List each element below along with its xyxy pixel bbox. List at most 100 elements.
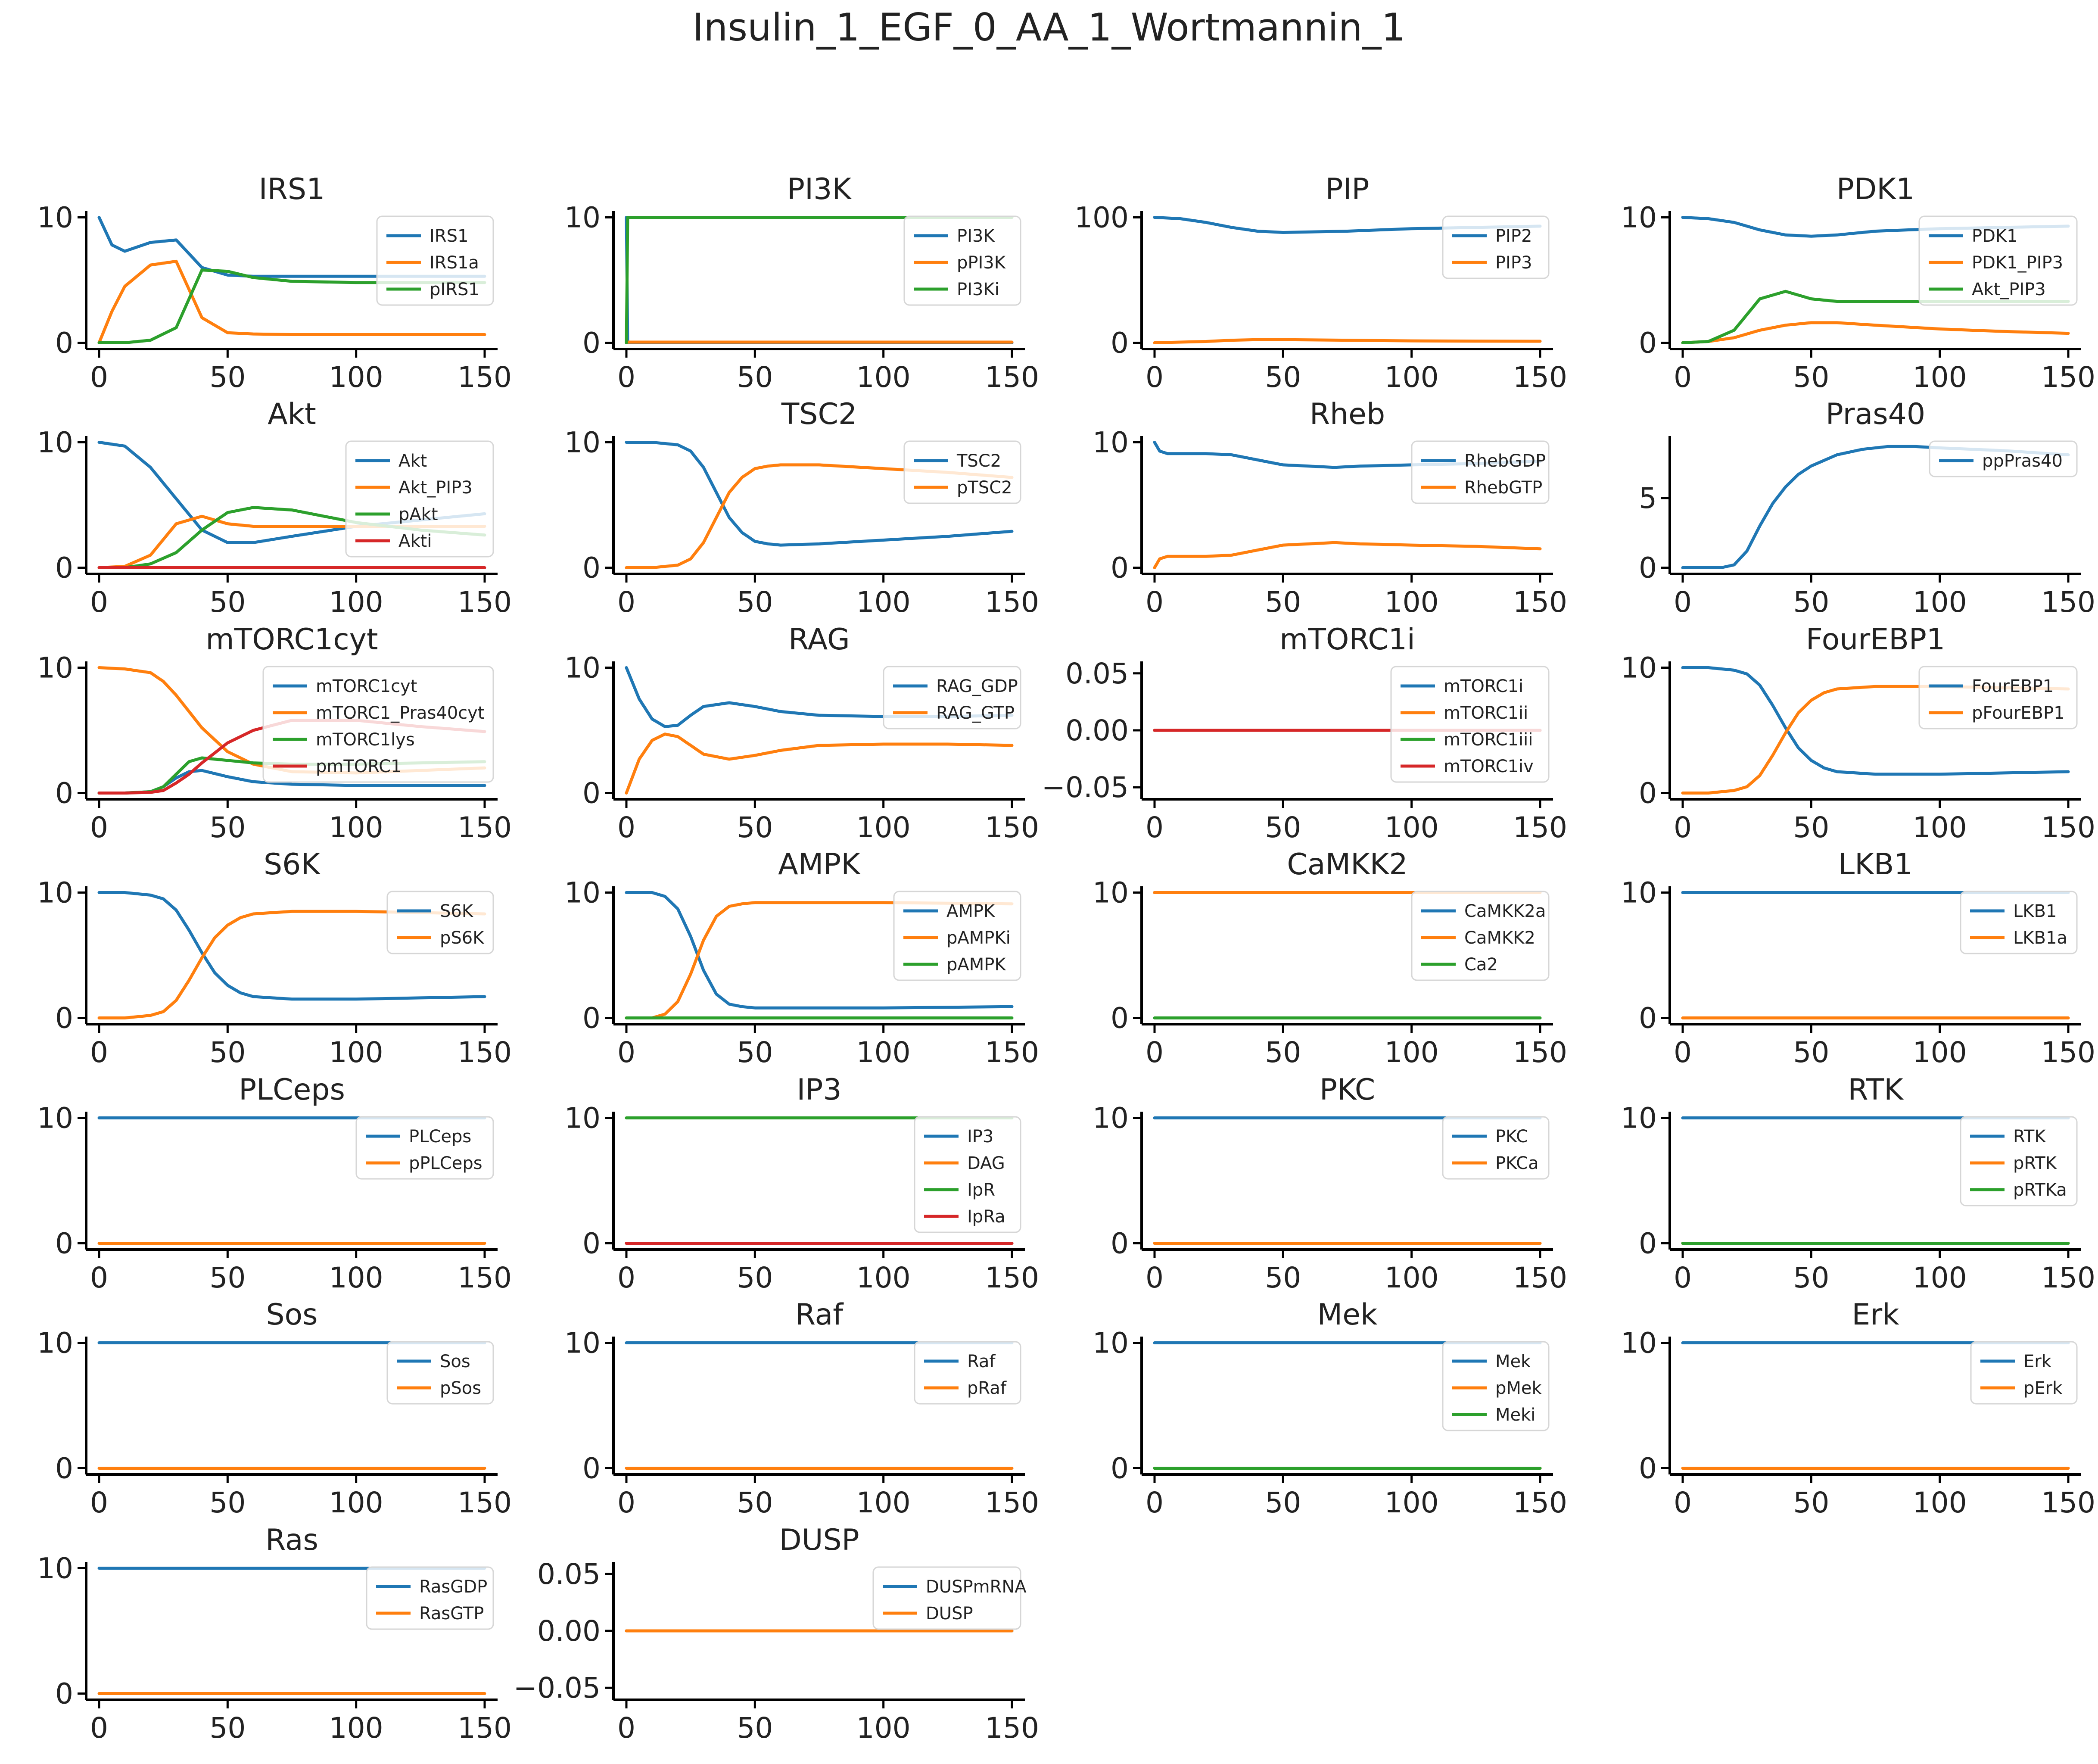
subplot-rheb: Rheb 0 50 100 150 0 10 RhebGDP RhebGTP — [1093, 397, 1567, 619]
subplot-title: TSC2 — [781, 397, 857, 431]
y-tick-label: 10 — [564, 651, 601, 685]
y-tick-label: −0.05 — [1042, 771, 1129, 804]
subplot-title: mTORC1i — [1279, 623, 1415, 657]
subplot-title: DUSP — [779, 1523, 859, 1557]
legend: RAG_GDP RAG_GTP — [883, 666, 1021, 729]
legend-label: PKC — [1495, 1127, 1528, 1147]
x-tick-label: 150 — [985, 1711, 1039, 1745]
x-tick-label: 0 — [90, 586, 108, 619]
legend-label: IpR — [967, 1180, 995, 1200]
x-tick-label: 100 — [856, 1711, 911, 1745]
series-line-pppras40 — [1681, 445, 2070, 569]
legend-label: IP3 — [967, 1127, 993, 1147]
legend: PIP2 PIP3 — [1442, 215, 1550, 279]
x-tick-label: 0 — [1674, 811, 1692, 844]
x-tick-label: 0 — [1674, 1261, 1692, 1294]
legend-label: FourEBP1 — [1972, 676, 2054, 696]
x-tick-label: 100 — [856, 1036, 911, 1069]
subplot-irs1: IRS1 0 50 100 150 0 10 IRS1 IRS1a pIRS1 — [37, 172, 512, 394]
figure-suptitle: Insulin_1_EGF_0_AA_1_Wortmannin_1 — [692, 5, 1406, 50]
legend-label: PKCa — [1495, 1153, 1539, 1173]
y-tick-label: 10 — [37, 876, 73, 910]
x-tick-label: 50 — [209, 811, 246, 844]
legend-label: pRTKa — [2013, 1180, 2067, 1200]
legend-label: mTORC1i — [1444, 676, 1523, 696]
x-tick-label: 100 — [1913, 1036, 1967, 1069]
legend-label: pSos — [440, 1378, 481, 1398]
subplot-pip: PIP 0 50 100 150 0 100 PIP2 PIP3 — [1074, 172, 1567, 394]
y-tick-label: 0 — [55, 1227, 73, 1260]
x-tick-label: 0 — [90, 1036, 108, 1069]
legend-label: Akti — [398, 531, 432, 551]
legend-label: pTSC2 — [957, 478, 1012, 498]
legend: DUSPmRNA DUSP — [872, 1566, 1027, 1630]
legend-frame — [914, 1116, 1021, 1233]
legend-label: RTK — [2013, 1127, 2046, 1147]
y-tick-label: 10 — [37, 426, 73, 459]
y-tick-label: 0 — [1639, 776, 1657, 810]
y-tick-label: 0 — [582, 776, 601, 810]
x-tick-label: 150 — [458, 1261, 512, 1294]
y-tick-label: 10 — [37, 1102, 73, 1135]
x-tick-label: 50 — [209, 361, 246, 394]
legend-label: pRTK — [2013, 1153, 2058, 1173]
x-tick-label: 150 — [985, 811, 1039, 844]
x-tick-label: 50 — [1265, 586, 1301, 619]
y-tick-label: 0.05 — [1065, 657, 1129, 690]
subplot-title: Sos — [266, 1298, 318, 1332]
legend-frame — [1411, 891, 1550, 981]
x-tick-label: 100 — [1913, 1486, 1967, 1519]
subplot-ampk: AMPK 0 50 100 150 0 10 AMPK pAMPKi pAMPK — [564, 848, 1039, 1069]
legend-label: PDK1 — [1972, 226, 2018, 246]
y-tick-label: 10 — [564, 1327, 601, 1360]
legend-label: mTORC1ii — [1444, 703, 1528, 723]
legend-label: RhebGDP — [1464, 451, 1546, 471]
x-tick-label: 150 — [985, 1261, 1039, 1294]
y-tick-label: −0.05 — [514, 1671, 601, 1705]
subplot-pras40: Pras40 0 50 100 150 0 5 ppPras40 — [1639, 397, 2095, 619]
legend-frame — [376, 215, 494, 306]
x-tick-label: 100 — [1913, 361, 1967, 394]
legend-label: pS6K — [440, 928, 485, 948]
legend-label: Ca2 — [1464, 955, 1498, 975]
legend: IP3 DAG IpR IpRa — [914, 1116, 1021, 1233]
x-tick-label: 100 — [329, 1711, 383, 1745]
series-line-ppi3k — [625, 340, 1014, 344]
legend-label: PIP2 — [1495, 226, 1532, 246]
legend: Mek pMek Meki — [1442, 1341, 1550, 1431]
x-tick-label: 150 — [458, 811, 512, 844]
x-tick-label: 150 — [1513, 361, 1567, 394]
y-tick-label: 0 — [1639, 1227, 1657, 1260]
legend-label: Akt — [398, 451, 427, 471]
subplot-title: PI3K — [787, 172, 852, 206]
y-tick-label: 0 — [582, 1452, 601, 1485]
y-tick-label: 0 — [55, 551, 73, 584]
series-line-rhebgtp — [1153, 541, 1542, 569]
legend: PDK1 PDK1_PIP3 Akt_PIP3 — [1918, 215, 2078, 306]
x-tick-label: 100 — [856, 361, 911, 394]
y-tick-label: 0 — [1111, 1001, 1129, 1035]
x-tick-label: 150 — [985, 361, 1039, 394]
x-tick-label: 100 — [1385, 586, 1439, 619]
subplot-rag: RAG 0 50 100 150 0 10 RAG_GDP RAG_GTP — [564, 623, 1039, 844]
x-tick-label: 50 — [209, 1711, 246, 1745]
x-tick-label: 0 — [617, 1486, 635, 1519]
x-tick-label: 50 — [1793, 361, 1829, 394]
series-line-pip3 — [1153, 338, 1542, 344]
legend-label: Akt_PIP3 — [398, 478, 473, 498]
x-tick-label: 150 — [1513, 586, 1567, 619]
subplot-rtk: RTK 0 50 100 150 0 10 RTK pRTK pRTKa — [1621, 1073, 2095, 1294]
x-tick-label: 100 — [1913, 1261, 1967, 1294]
x-tick-label: 150 — [985, 1486, 1039, 1519]
legend-label: PIP3 — [1495, 253, 1532, 273]
legend-label: RhebGTP — [1464, 478, 1542, 498]
y-tick-label: 0 — [1111, 1227, 1129, 1260]
legend-label: RAG_GDP — [936, 676, 1018, 696]
y-tick-label: 0 — [55, 776, 73, 810]
legend-label: TSC2 — [956, 451, 1001, 471]
subplot-akt: Akt 0 50 100 150 0 10 Akt Akt_PIP3 pAkt Akti — [37, 397, 512, 619]
series-line-rhebgdp — [1153, 441, 1542, 469]
y-tick-label: 0 — [1111, 1452, 1129, 1485]
legend: IRS1 IRS1a pIRS1 — [376, 215, 494, 306]
